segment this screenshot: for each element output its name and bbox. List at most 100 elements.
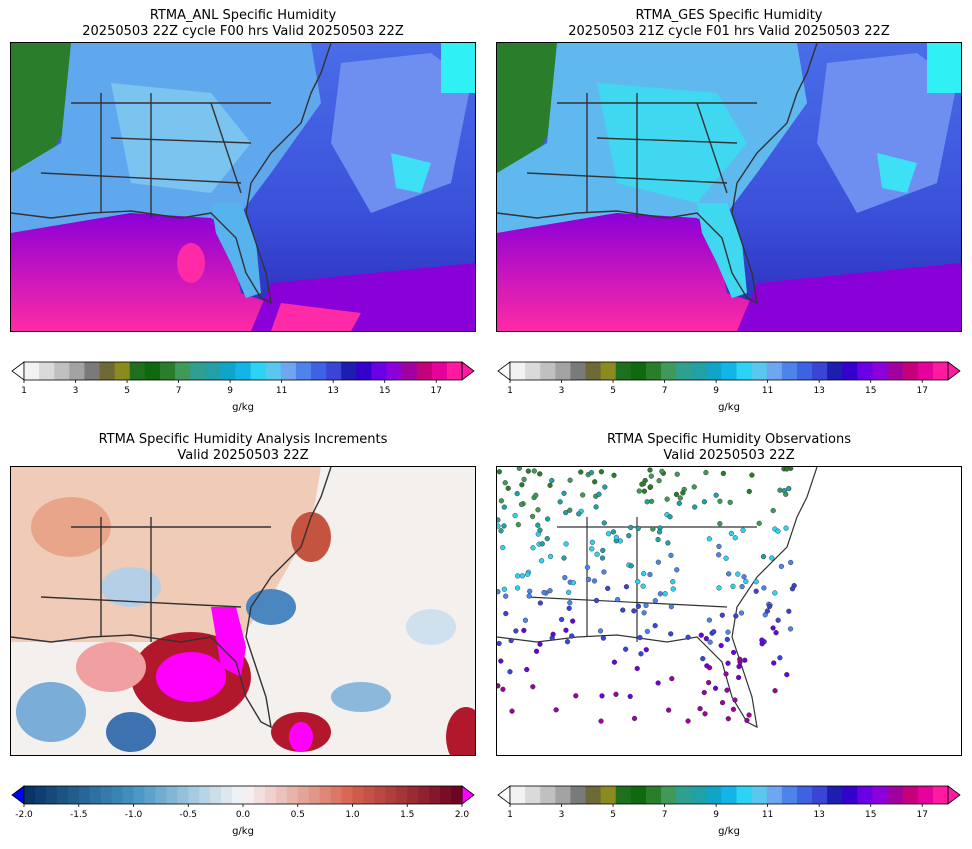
observation-point — [719, 612, 725, 618]
colorbar-segment — [781, 786, 798, 804]
observation-point — [557, 499, 563, 505]
colorbar-unit: g/kg — [232, 826, 254, 837]
colorbar-segment — [122, 786, 134, 804]
observation-point — [634, 665, 640, 672]
observation-point — [641, 610, 647, 616]
colorbar-segment — [570, 786, 587, 804]
observation-point — [639, 481, 645, 487]
colorbar-segment — [175, 362, 191, 380]
observation-point — [600, 635, 607, 641]
colorbar-segment — [812, 362, 828, 380]
colorbar-tick-label: 5 — [610, 386, 616, 396]
observation-point — [562, 575, 568, 581]
colorbar-segment — [54, 362, 70, 380]
observation-point — [598, 469, 605, 475]
colorbar-tick-label: 1 — [21, 386, 27, 396]
colorbar-segment — [917, 786, 934, 804]
observation-point — [784, 467, 790, 472]
observation-point — [628, 563, 634, 569]
colorbar-tick-label: 3 — [559, 386, 565, 396]
colorbar-segment — [525, 362, 541, 380]
colorbar-extend-low — [11, 785, 25, 805]
colorbar-segment — [371, 362, 387, 380]
observation-point — [513, 628, 519, 634]
observation-point — [515, 522, 521, 528]
observation-point — [641, 488, 647, 494]
observation-point — [569, 633, 575, 639]
observation-point — [761, 585, 767, 591]
observation-point — [497, 469, 502, 475]
observation-point — [606, 531, 612, 537]
observation-point — [744, 717, 750, 724]
observation-point — [550, 631, 556, 637]
observation-point — [573, 693, 579, 699]
observation-point — [680, 490, 686, 496]
increments-map — [10, 466, 476, 756]
colorbar-segment — [326, 362, 342, 380]
colorbar-segment — [431, 362, 448, 380]
observation-point — [706, 617, 713, 623]
observation-point — [647, 484, 654, 490]
panel-rtma-ges: RTMA_GES Specific Humidity 20250503 21Z … — [496, 8, 962, 428]
colorbar-segment — [540, 362, 556, 380]
colorbar-frame — [23, 361, 463, 381]
observation-point — [541, 589, 547, 596]
observation-point — [589, 546, 595, 552]
observation-point — [611, 472, 617, 478]
colorbar-segment — [341, 362, 357, 380]
observation-point — [777, 655, 783, 661]
colorbar-segment — [600, 786, 617, 804]
observation-point — [544, 536, 550, 542]
observation-point — [497, 683, 501, 689]
observation-point — [717, 498, 723, 504]
observation-point — [537, 471, 543, 477]
observation-point — [535, 522, 541, 528]
colorbar-segment — [221, 786, 233, 804]
observation-point — [501, 523, 507, 529]
observation-point — [525, 468, 531, 474]
colorbar-segment — [386, 362, 403, 380]
colorbar-segment — [295, 362, 312, 380]
colorbar-segment — [766, 362, 783, 380]
observation-point — [700, 656, 706, 662]
colorbar-unit: g/kg — [718, 402, 740, 413]
observation-point — [566, 589, 572, 595]
observation-point — [547, 553, 554, 560]
colorbar-segment — [232, 786, 244, 804]
observation-point — [719, 700, 726, 706]
colorbar-segment — [661, 786, 677, 804]
observation-point — [783, 525, 789, 531]
observation-point — [561, 555, 567, 561]
observation-point — [775, 528, 781, 534]
colorbar-segment — [676, 786, 692, 804]
colorbar-frame — [509, 785, 949, 805]
observation-point — [707, 639, 713, 645]
colorbar-segment — [525, 786, 541, 804]
observation-point — [597, 628, 604, 634]
colorbar-segment — [114, 362, 131, 380]
observation-point — [605, 585, 611, 591]
observation-point — [777, 487, 783, 493]
observation-point — [788, 559, 794, 566]
observation-point — [600, 547, 606, 554]
observation-point — [591, 578, 598, 584]
panel-title-line2: Valid 20250503 22Z — [177, 448, 309, 463]
colorbar-tick-label: 9 — [713, 810, 719, 820]
colorbar-tick-label: 13 — [327, 386, 338, 396]
colorbar-segment — [812, 786, 828, 804]
observation-point — [588, 470, 595, 476]
observation-point — [628, 524, 634, 531]
colorbar-segment — [310, 362, 327, 380]
observation-point — [576, 511, 582, 517]
colorbar-tick-label: 2.0 — [455, 810, 470, 820]
observation-point — [764, 608, 770, 614]
observation-point — [723, 671, 729, 677]
observation-point — [638, 651, 644, 657]
observation-point — [585, 576, 592, 583]
colorbar-segment — [661, 362, 677, 380]
observation-point — [641, 570, 647, 577]
observation-point — [673, 491, 680, 498]
colorbar-segment — [159, 362, 176, 380]
observation-point — [563, 541, 569, 547]
observation-point — [702, 711, 708, 717]
